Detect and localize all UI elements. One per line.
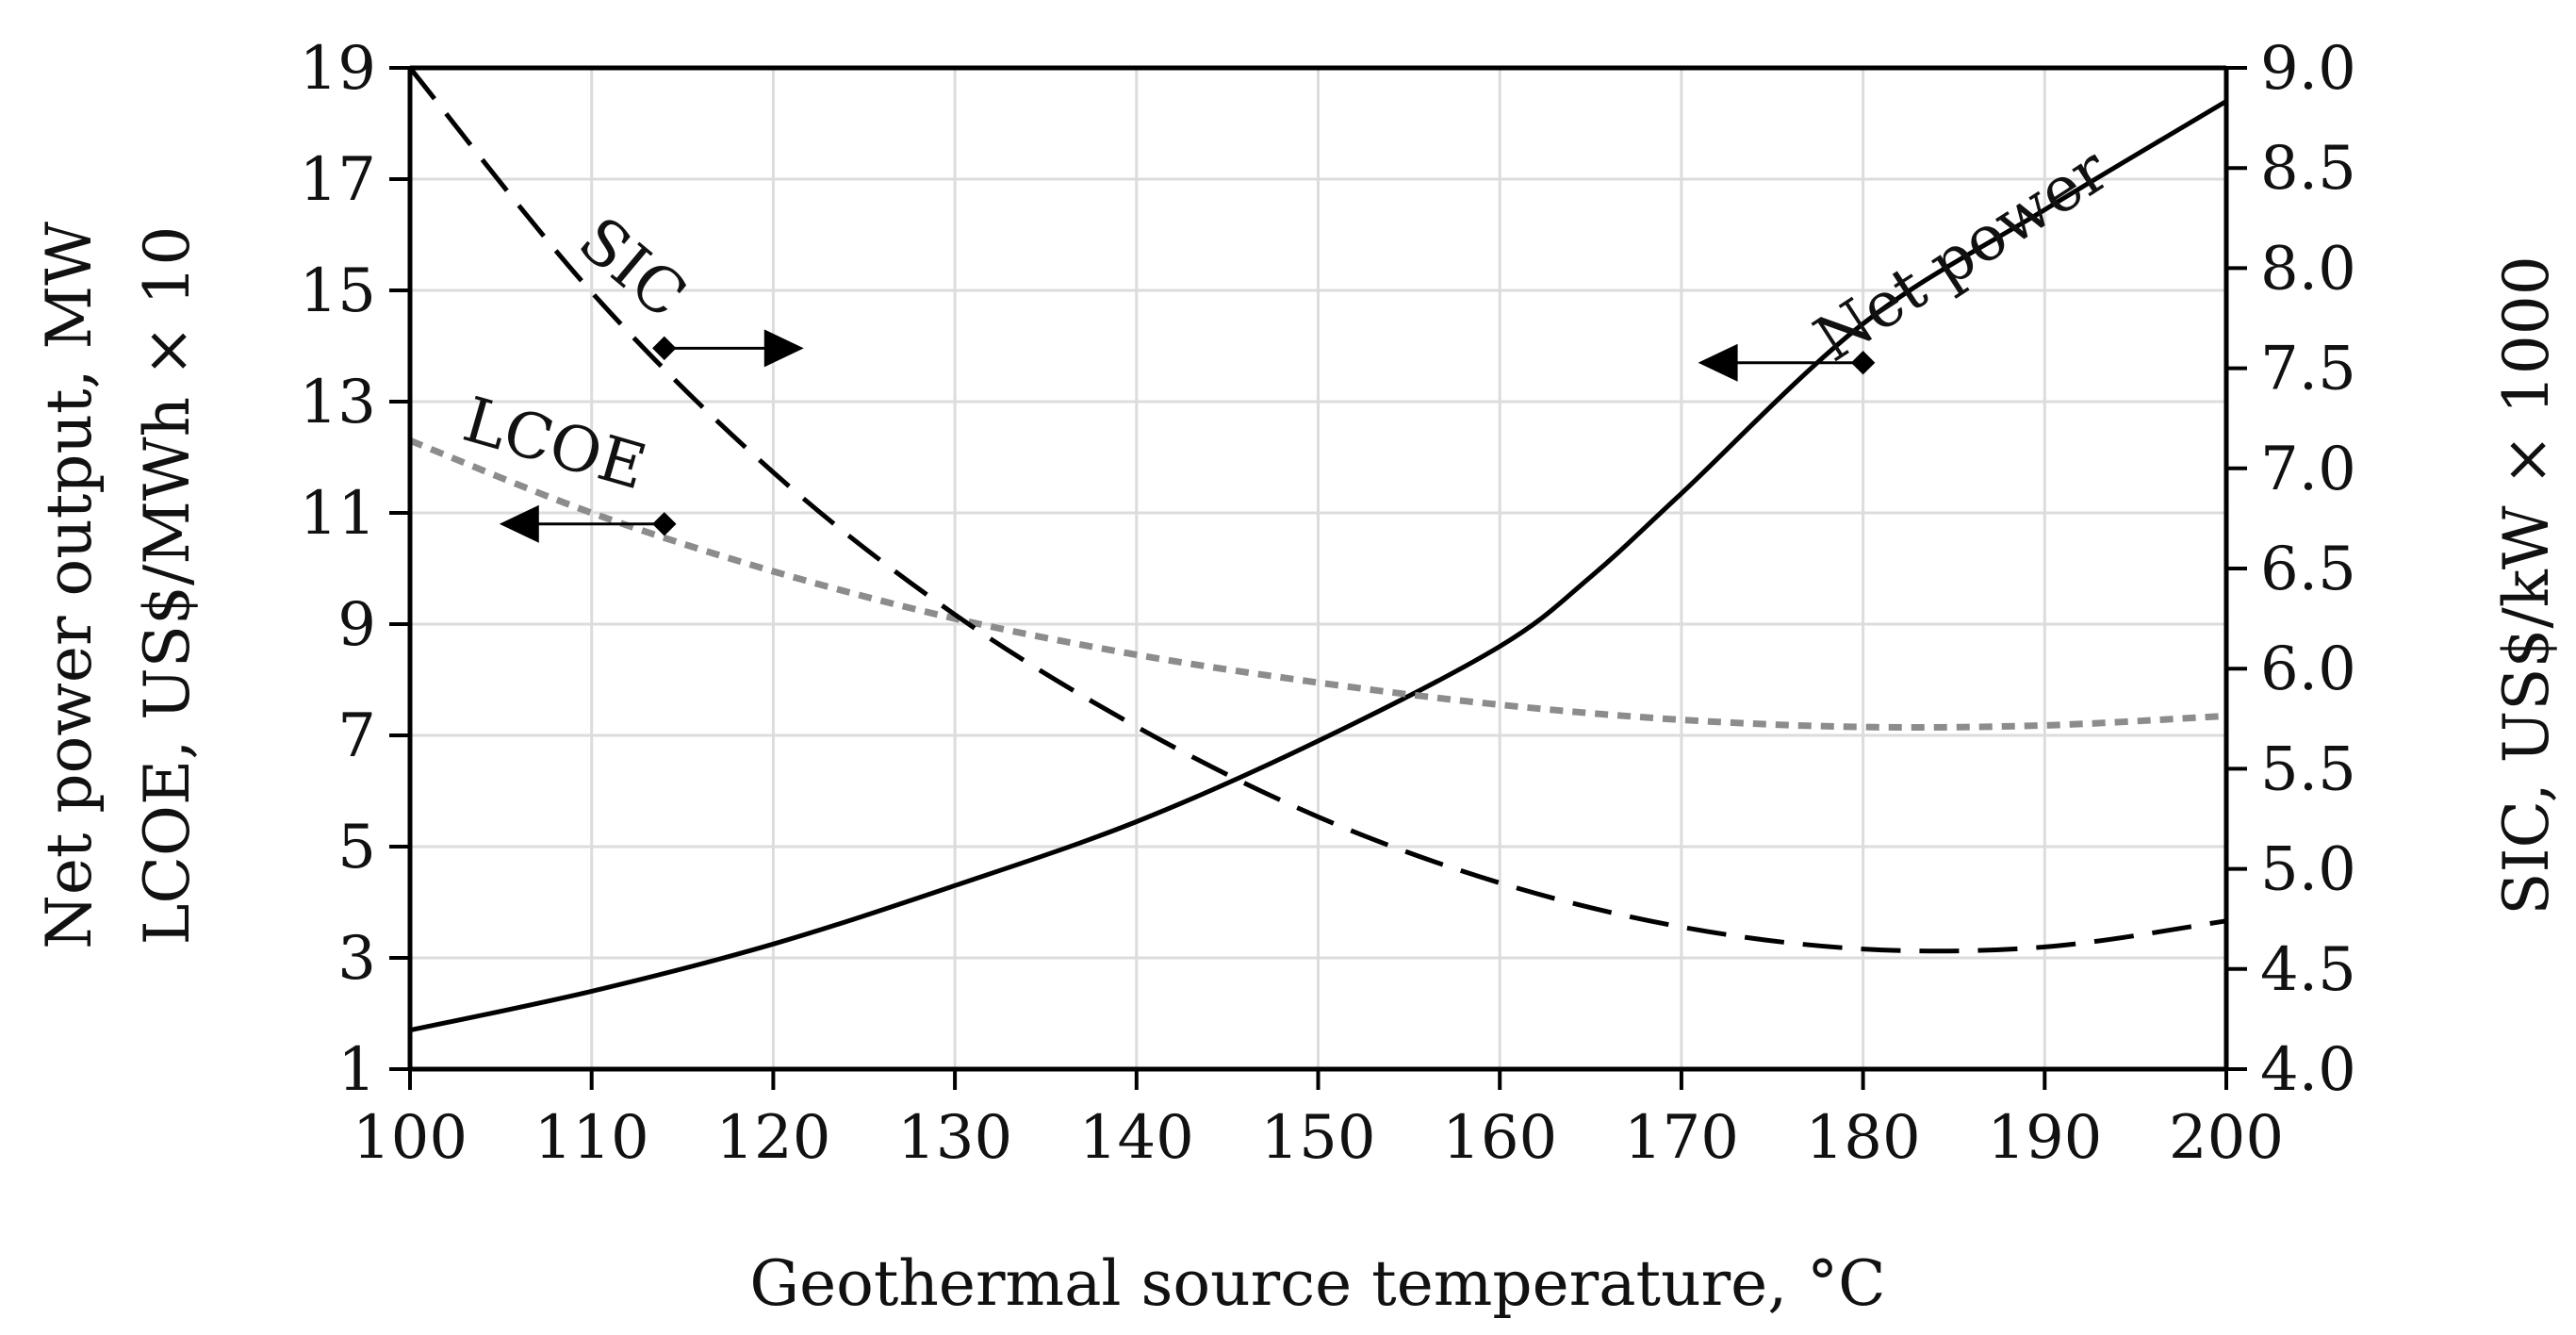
series-layer — [408, 66, 2228, 1033]
y-left-axis-title-net-power: Net power output, MW — [33, 222, 106, 949]
y-left-tick-label-9: 9 — [337, 590, 376, 660]
series-line-lcoe — [408, 437, 2227, 732]
x-tick-label-190: 190 — [1987, 1103, 2102, 1173]
y-left-tick-label-17: 17 — [300, 145, 376, 215]
y-left-tick-label-1: 1 — [337, 1035, 376, 1105]
series-line-net-power — [409, 99, 2228, 1033]
y-right-tick-label-9.0: 9.0 — [2260, 34, 2356, 104]
x-tick-label-200: 200 — [2169, 1103, 2284, 1173]
y-right-tick-label-8.5: 8.5 — [2260, 134, 2356, 204]
y-left-tick-label-5: 5 — [337, 813, 376, 882]
y-right-tick-label-8.0: 8.0 — [2260, 234, 2356, 304]
y-right-tick-label-7.0: 7.0 — [2260, 435, 2356, 504]
y-right-tick-label-5.5: 5.5 — [2260, 734, 2356, 804]
x-tick-label-170: 170 — [1624, 1103, 1739, 1173]
sic-arrow-head — [763, 329, 804, 368]
y-right-tick-label-6.0: 6.0 — [2260, 635, 2356, 704]
y-right-tick-label-4.5: 4.5 — [2260, 935, 2356, 1005]
x-tick-label-140: 140 — [1079, 1103, 1194, 1173]
y-right-tick-label-7.5: 7.5 — [2260, 335, 2356, 404]
y-right-tick-label-5.0: 5.0 — [2260, 835, 2356, 905]
y-left-tick-label-7: 7 — [337, 701, 376, 771]
y-right-axis-title-sic: SIC, US$/kW × 1000 — [2490, 255, 2563, 915]
x-tick-label-160: 160 — [1442, 1103, 1557, 1173]
net-power-label: Net power — [1802, 133, 2122, 375]
x-tick-label-130: 130 — [897, 1103, 1012, 1173]
x-tick-label-150: 150 — [1260, 1103, 1375, 1173]
y-left-tick-label-11: 11 — [300, 479, 376, 549]
y-right-tick-label-4.0: 4.0 — [2260, 1035, 2356, 1105]
net-power-arrow-head — [1698, 343, 1738, 382]
x-axis-title: Geothermal source temperature, °C — [749, 1247, 1885, 1320]
y-left-tick-label-3: 3 — [337, 924, 376, 994]
x-tick-label-120: 120 — [715, 1103, 830, 1173]
y-right-tick-label-6.5: 6.5 — [2260, 535, 2356, 604]
lcoe-arrow-head — [499, 504, 539, 543]
series-line-sic — [408, 66, 2227, 954]
x-tick-label-180: 180 — [1806, 1103, 1921, 1173]
ticks: 100 110 120 130 140 150 160 170 180 190 2001357911… — [300, 34, 2356, 1173]
y-left-tick-label-15: 15 — [300, 256, 376, 326]
x-tick-label-110: 110 — [534, 1103, 649, 1173]
sic-label: SIC — [566, 203, 700, 332]
y-left-tick-label-19: 19 — [300, 34, 376, 104]
sic-arrow-anchor — [652, 336, 677, 361]
y-left-axis-title-lcoe: LCOE, US$/MWh × 10 — [131, 226, 204, 946]
y-left-tick-label-13: 13 — [300, 368, 376, 437]
lcoe-arrow-anchor — [652, 512, 677, 536]
x-tick-label-100: 100 — [353, 1103, 468, 1173]
